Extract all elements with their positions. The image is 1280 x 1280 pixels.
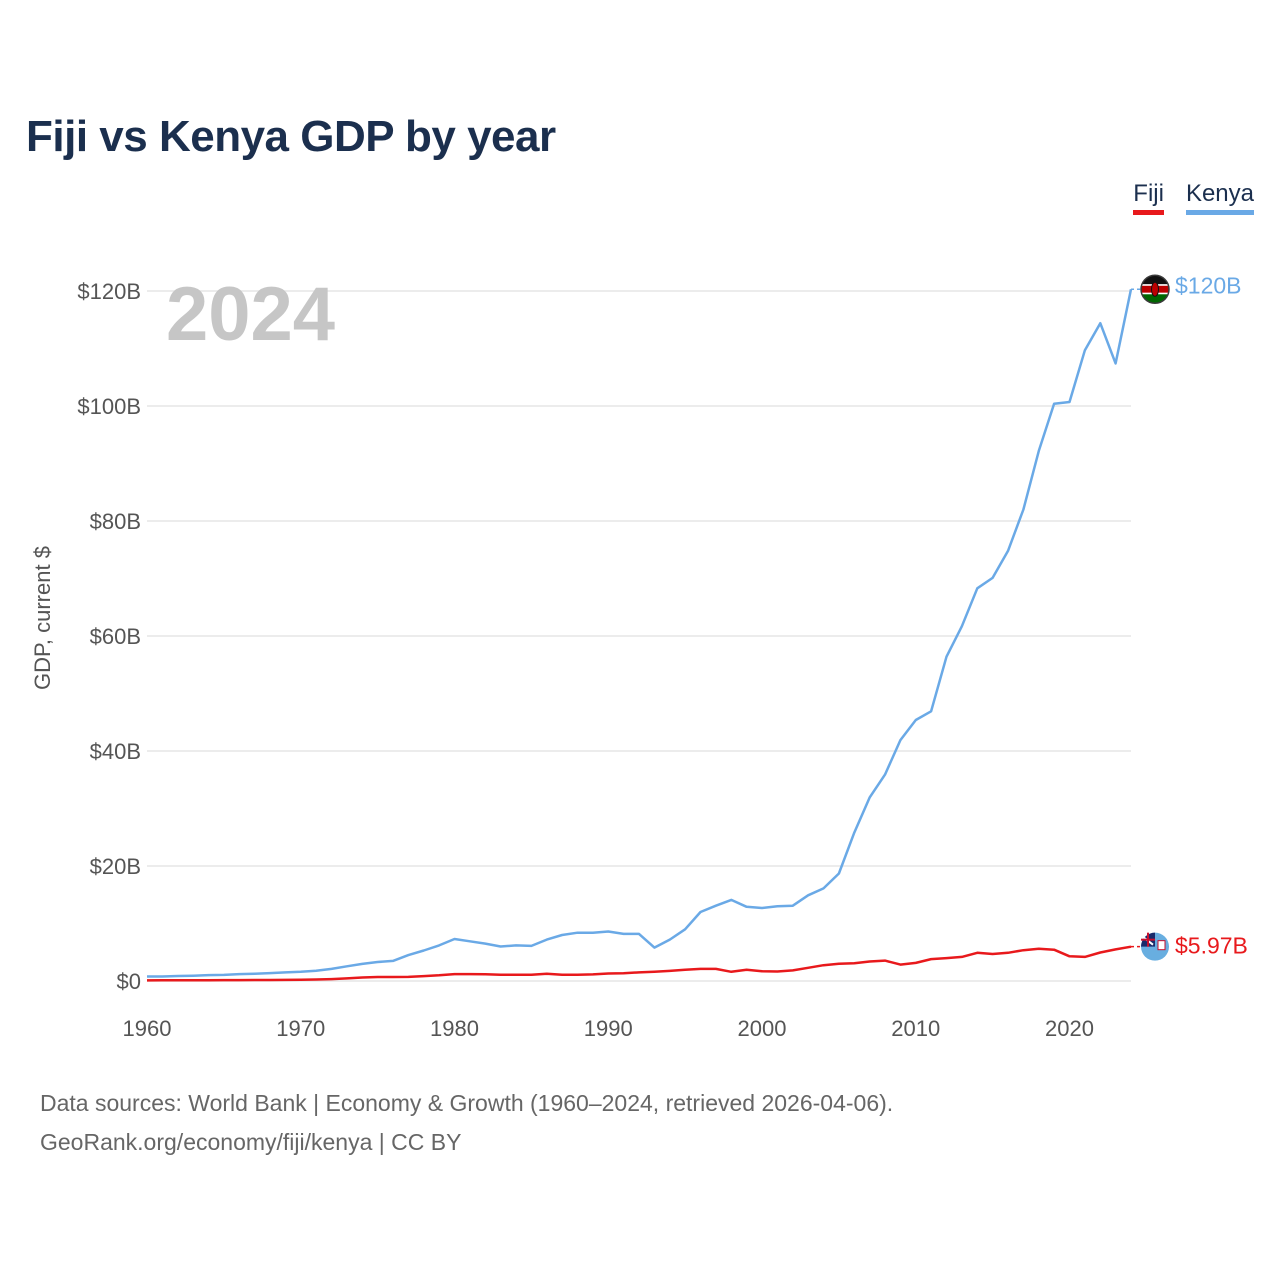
y-axis-label: GDP, current $ bbox=[30, 546, 55, 690]
year-watermark: 2024 bbox=[166, 272, 335, 357]
y-tick-label: $120B bbox=[77, 279, 141, 304]
fiji-flag-icon bbox=[1141, 932, 1169, 961]
x-axis-ticks: 1960 1970 1980 1990 2000 2010 2020 bbox=[123, 1016, 1094, 1041]
source-line-2[interactable]: GeoRank.org/economy/fiji/kenya | CC BY bbox=[40, 1129, 462, 1155]
x-tick-label: 1970 bbox=[276, 1016, 325, 1041]
legend-item-kenya[interactable]: Kenya bbox=[1185, 180, 1254, 215]
series-line-fiji[interactable] bbox=[146, 945, 1132, 982]
source-line-1: Data sources: World Bank | Economy & Gro… bbox=[40, 1090, 894, 1116]
y-tick-label: $20B bbox=[90, 854, 141, 879]
series-line-kenya[interactable] bbox=[147, 289, 1133, 978]
y-tick-label: $80B bbox=[90, 509, 141, 534]
x-tick-label: 2000 bbox=[738, 1016, 787, 1041]
y-tick-label: $40B bbox=[90, 739, 141, 764]
series-end-markers: $120B $5.97B bbox=[1131, 272, 1248, 961]
x-tick-label: 1990 bbox=[584, 1016, 633, 1041]
data-source-note: Data sources: World Bank | Economy & Gro… bbox=[40, 1084, 893, 1162]
chart-title: Fiji vs Kenya GDP by year bbox=[26, 112, 556, 161]
grid-lines bbox=[147, 290, 1131, 982]
x-tick-label: 2020 bbox=[1045, 1016, 1094, 1041]
legend: Fiji Kenya bbox=[1133, 180, 1254, 215]
series-lines bbox=[146, 289, 1133, 982]
x-tick-label: 1960 bbox=[123, 1016, 172, 1041]
legend-item-fiji[interactable]: Fiji bbox=[1133, 180, 1164, 215]
y-tick-label: $100B bbox=[77, 394, 141, 419]
y-axis-ticks: $0 $20B $40B $60B $80B $100B $120B bbox=[77, 279, 141, 994]
x-tick-label: 1980 bbox=[430, 1016, 479, 1041]
fiji-end-value: $5.97B bbox=[1175, 933, 1248, 959]
kenya-end-value: $120B bbox=[1175, 272, 1242, 298]
x-tick-label: 2010 bbox=[891, 1016, 940, 1041]
kenya-flag-icon bbox=[1140, 274, 1170, 305]
y-tick-label: $60B bbox=[90, 624, 141, 649]
y-tick-label: $0 bbox=[117, 969, 141, 994]
